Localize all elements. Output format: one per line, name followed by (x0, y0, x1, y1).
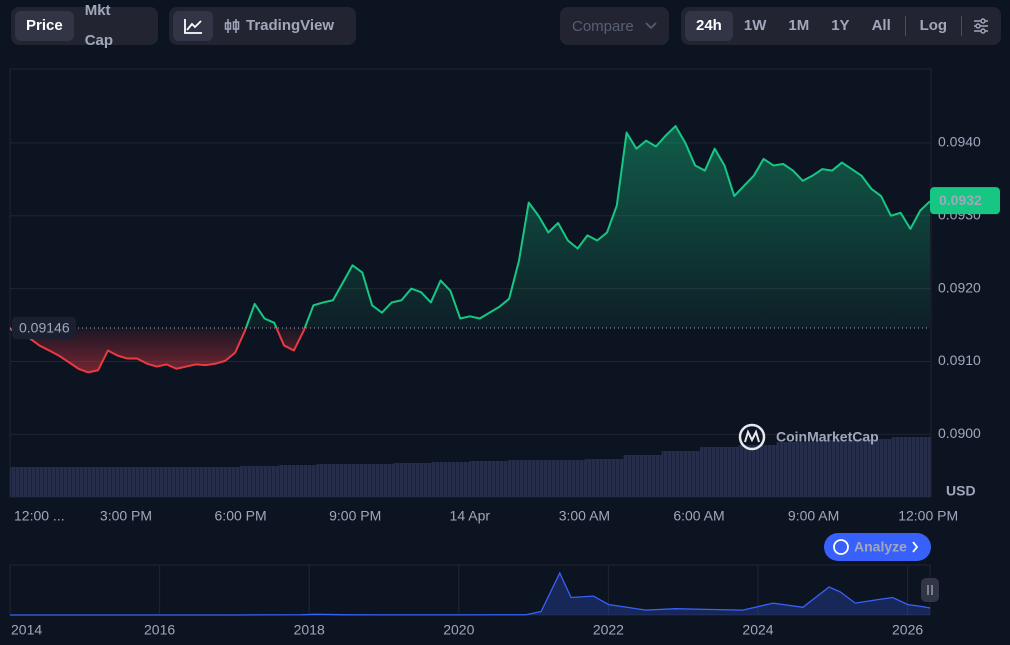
view-button[interactable]: Mkt Cap (84, 2, 114, 49)
analyze-icon (833, 539, 849, 555)
tradingview-button[interactable]: TradingView (213, 11, 345, 41)
current-price-bg (930, 187, 1000, 215)
volume-bar (201, 467, 241, 497)
y-tick-label: 0.0910 (938, 352, 981, 368)
volume-bar (508, 460, 548, 497)
currency-label: USD (946, 483, 976, 499)
navigator-x-label: 2022 (593, 622, 624, 638)
x-tick-label: 6:00 PM (215, 508, 267, 524)
y-tick-label: 0.0930 (938, 206, 981, 222)
navigator-x-label: 2020 (443, 622, 474, 638)
y-tick-label: 0.0900 (938, 425, 981, 441)
volume-bar (700, 447, 739, 497)
volume-bar (355, 464, 394, 497)
navigator-line (9, 571, 931, 616)
x-tick-label: 14 Apr (450, 508, 491, 524)
analyze-button[interactable] (824, 533, 931, 561)
tradingview-label: TradingView (246, 17, 335, 34)
volume-bar (738, 445, 778, 497)
settings-button[interactable] (965, 11, 997, 41)
x-tick-label: 3:00 AM (559, 508, 610, 524)
navigator-area (10, 573, 931, 615)
line-icon (184, 19, 202, 34)
chevron-icon (645, 22, 657, 30)
range-toggle: 24h 1W 1M 1Y All Log (681, 7, 1001, 45)
logo-mark (744, 429, 760, 443)
volume-bar (853, 439, 893, 497)
x-tick-label: 12:00 ... (14, 508, 65, 524)
separator (961, 16, 962, 36)
view-toggle: Price Mkt Cap (11, 2, 158, 49)
plot-frame (9, 68, 932, 498)
volume-bar (125, 467, 164, 497)
price-area (10, 126, 930, 373)
baseline-label-bg (12, 316, 76, 339)
x-tick-label: 9:00 AM (788, 508, 839, 524)
analyze-chevron (912, 541, 919, 553)
volume-bar (393, 463, 433, 497)
range-button[interactable]: All (871, 17, 891, 34)
range-button[interactable]: 1Y (831, 17, 850, 34)
volume-bar (776, 442, 816, 497)
range-button[interactable]: 1M (788, 17, 810, 34)
navigator-handle[interactable] (921, 578, 939, 602)
volume-bar (661, 451, 701, 497)
x-tick-label: 6:00 AM (673, 508, 724, 524)
volume-bar (163, 467, 203, 497)
watermark: CoinMarketCap (776, 429, 879, 445)
volume-bar (470, 461, 509, 497)
baseline-label: 0.09146 (19, 320, 70, 336)
view-button[interactable]: Price (15, 11, 74, 41)
navigator-x-label: 2026 (892, 622, 923, 638)
x-tick-label: 12:00 PM (898, 508, 958, 524)
volume-bar (48, 467, 88, 497)
range-button[interactable]: 1W (743, 17, 767, 34)
volume-bar (240, 466, 279, 497)
x-tick-label: 3:00 PM (100, 508, 152, 524)
volume-bar (278, 465, 318, 497)
navigator-x-label: 2014 (11, 622, 42, 638)
current-price-label: 0.0932 (939, 192, 982, 208)
handle-grip (927, 585, 933, 595)
volume-bar (891, 437, 931, 497)
volume-bar (316, 464, 356, 497)
volume-bar (546, 460, 586, 497)
logo-ring (738, 423, 766, 451)
log-button[interactable]: Log (919, 17, 948, 34)
y-tick-label: 0.0940 (938, 134, 981, 150)
volume-bar (623, 455, 663, 497)
settings-icon (973, 18, 988, 34)
compare-label: Compare (572, 17, 634, 35)
navigator-frame (9, 564, 931, 616)
line-mode-button[interactable] (173, 11, 213, 41)
x-tick-label: 9:00 PM (329, 508, 381, 524)
navigator-x-label: 2016 (144, 622, 175, 638)
navigator-x-label: 2024 (742, 622, 773, 638)
navigator-x-label: 2018 (294, 622, 325, 638)
mode-toggle: TradingView (169, 7, 356, 45)
volume-bar (431, 462, 471, 497)
analyze-label: Analyze (854, 539, 907, 555)
range-button[interactable]: 24h (685, 11, 733, 41)
price-line (9, 125, 931, 374)
compare-dropdown[interactable]: Compare (560, 7, 669, 45)
volume-bar (10, 467, 49, 497)
separator (904, 16, 906, 36)
candle-icon (224, 19, 240, 33)
volume-bar (815, 440, 854, 497)
y-tick-label: 0.0920 (938, 279, 981, 295)
volume-bar (585, 459, 624, 497)
volume-bar (86, 467, 126, 497)
